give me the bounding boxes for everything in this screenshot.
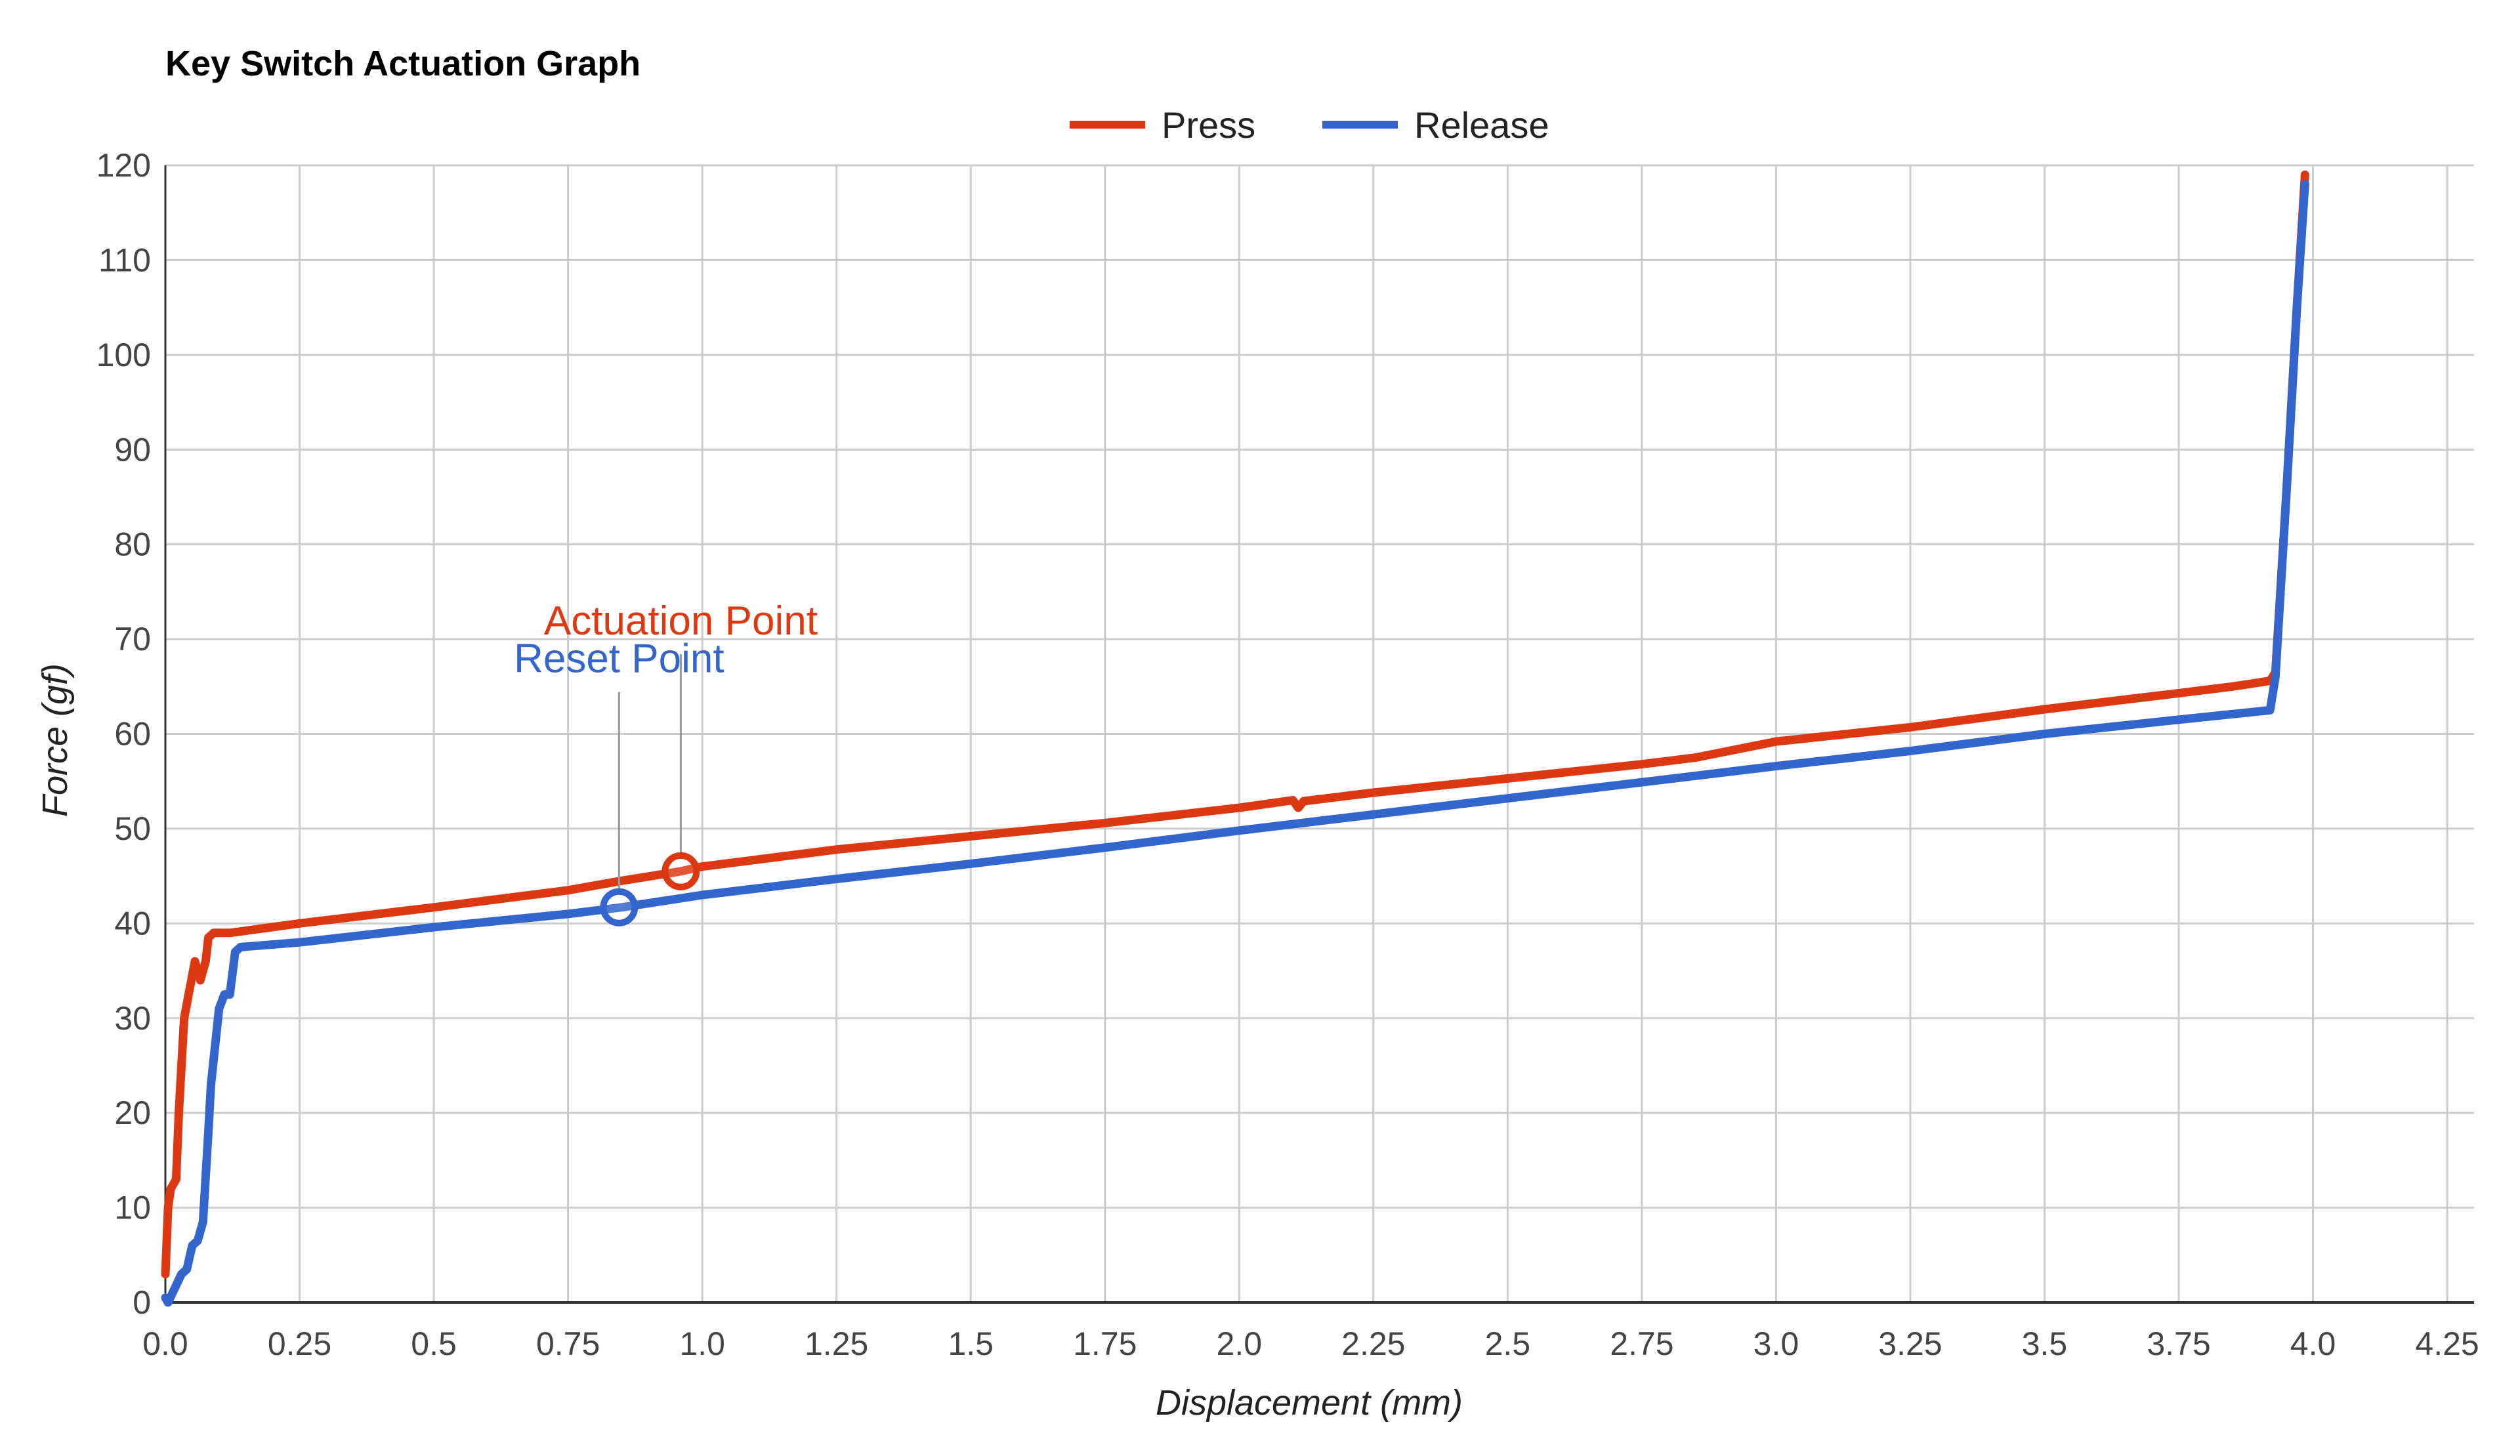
y-tick-label: 90 xyxy=(114,431,151,468)
legend-item-release[interactable]: Release xyxy=(1322,104,1549,146)
x-tick-label: 1.5 xyxy=(948,1325,994,1362)
y-axis-title: Force (gf) xyxy=(35,663,75,817)
x-tick-label: 4.25 xyxy=(2415,1325,2479,1362)
grid-lines xyxy=(165,164,2474,1302)
x-tick-label: 2.75 xyxy=(1610,1325,1673,1362)
y-tick-label: 10 xyxy=(114,1190,151,1226)
series-line-release[interactable] xyxy=(161,180,2309,1307)
y-tick-label: 100 xyxy=(96,337,151,373)
y-tick-label: 60 xyxy=(114,716,151,753)
y-tick-label: 20 xyxy=(114,1094,151,1131)
annotation-marker-reset-point[interactable] xyxy=(600,888,639,926)
x-tick-label: 1.25 xyxy=(805,1325,868,1362)
axes: 0 10 20 30 40 50 60 70 80 90 100 110 120 0.0 0.25 0.5 0.… xyxy=(96,147,2479,1362)
legend[interactable]: Press Release xyxy=(1070,104,1549,146)
x-tick-label: 4.0 xyxy=(2290,1325,2336,1362)
x-tick-label: 2.0 xyxy=(1217,1325,1263,1362)
legend-item-press[interactable]: Press xyxy=(1070,104,1255,146)
series-line-press[interactable] xyxy=(161,170,2309,1279)
x-tick-label: 1.0 xyxy=(679,1325,725,1362)
annotation-label-actuation-point: Actuation Point xyxy=(544,598,818,644)
y-tick-label: 0 xyxy=(133,1284,151,1321)
x-tick-label: 0.0 xyxy=(142,1325,188,1362)
x-tick-label: 2.25 xyxy=(1341,1325,1405,1362)
y-tick-label: 80 xyxy=(114,526,151,563)
y-tick-label: 50 xyxy=(114,810,151,847)
x-tick-label: 3.25 xyxy=(1878,1325,1942,1362)
x-tick-label: 3.5 xyxy=(2022,1325,2068,1362)
chart-title: Key Switch Actuation Graph xyxy=(165,44,640,83)
y-tick-label: 70 xyxy=(114,621,151,657)
y-tick-label: 40 xyxy=(114,905,151,942)
x-axis-title: Displacement (mm) xyxy=(1156,1383,1463,1423)
legend-label-press: Press xyxy=(1162,104,1255,146)
x-tick-label: 0.25 xyxy=(268,1325,331,1362)
x-tick-label: 0.75 xyxy=(536,1325,600,1362)
x-tick-label: 2.5 xyxy=(1485,1325,1531,1362)
annotation-label-reset-point: Reset Point xyxy=(514,636,724,682)
x-tick-label: 1.75 xyxy=(1073,1325,1137,1362)
y-tick-label: 30 xyxy=(114,1000,151,1037)
legend-label-release: Release xyxy=(1414,104,1549,146)
y-tick-label: 110 xyxy=(98,241,151,278)
series-lines xyxy=(161,170,2309,1307)
annotation-marker-actuation-point[interactable] xyxy=(662,852,700,890)
y-tick-label: 120 xyxy=(96,147,151,184)
x-tick-label: 0.5 xyxy=(411,1325,457,1362)
x-tick-label: 3.75 xyxy=(2147,1325,2210,1362)
x-tick-label: 3.0 xyxy=(1754,1325,1799,1362)
